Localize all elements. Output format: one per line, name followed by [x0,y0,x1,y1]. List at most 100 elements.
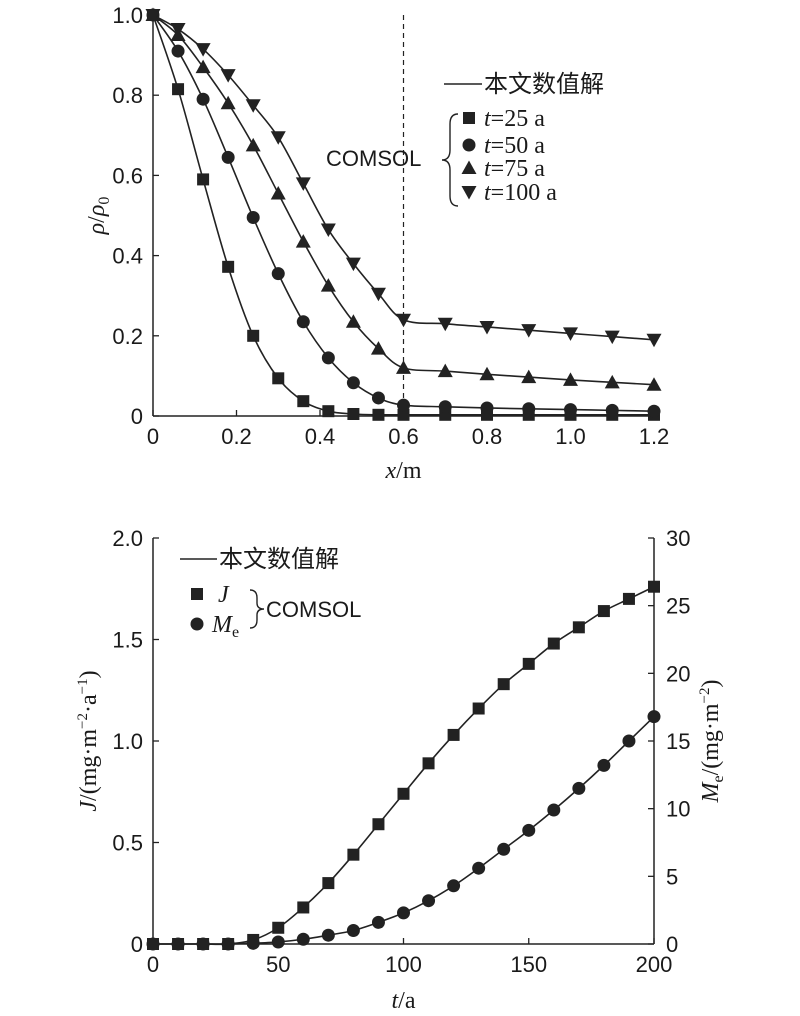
legend-marker-t-50-a [462,138,476,152]
chart-2-data-point [647,710,661,724]
chart-2-data-point [447,728,460,741]
legend-marker-me [190,617,204,631]
legend-group-label: COMSOL [326,146,421,171]
chart-1-y-tick-label: 0.6 [112,163,143,188]
chart-1-y-tick-label: 0.8 [112,83,143,108]
chart-1-data-point [272,372,285,385]
chart-1-data-point [320,278,336,292]
chart-2-data-point [246,936,260,950]
chart-1-data-point [271,267,285,281]
legend-entry-t-50-a: t=50 a [484,133,545,159]
chart-1: 0 0.2 0.4 0.6 0.8 1.0 1.2 0 0.2 0.4 0.6 0.8 1.0 x/m ρ/… [84,3,669,484]
chart-1-data-point [371,391,385,405]
chart-1-data-point [646,333,662,348]
legend-entry-t-75-a: t=75 a [484,156,545,182]
chart-2-data-point [572,781,586,795]
chart-2-data-point [296,932,310,946]
chart-1-data-point [345,314,361,328]
chart-1-data-point [370,341,386,355]
chart-1-data-point [437,317,453,332]
chart-1-data-point [221,150,235,164]
chart-1-data-point [397,398,410,412]
chart-1-data-point [195,59,211,74]
chart-1-y-tick-label: 0 [131,404,143,429]
chart-1-data-point [521,324,537,338]
chart-1-data-point [521,369,537,384]
chart-1-data-point [295,177,311,191]
chart-1-x-tick-label: 0.4 [305,424,336,449]
chart-2-data-point [547,803,561,817]
chart-2-data-point [547,637,560,650]
chart-2-data-point [196,937,210,951]
chart-1-data-point [222,260,235,273]
chart-2-y2-tick-label: 20 [666,661,690,686]
chart-1-data-point [220,95,236,110]
chart-2-data-point [597,605,610,618]
legend-line-label: 本文数值解 [219,545,339,573]
chart-1-data-point [479,320,495,335]
chart-1-data-point [563,327,578,341]
chart-1-y-tick-label: 0.4 [112,244,143,269]
chart-2-data-point [648,580,660,593]
chart-2-x-tick-label: 150 [510,952,547,977]
chart-2: 0 50 100 150 20000.51.01.52.0051015202530t/a… [75,526,727,1014]
chart-1-data-point [296,315,310,329]
legend-line-label: 本文数值解 [484,70,604,98]
legend-brace [249,589,265,629]
chart-2-data-point [346,923,360,937]
chart-2-x-tick-label: 50 [266,952,290,977]
chart-1-y-axis-title: ρ/ρ0 [84,197,113,236]
chart-1-data-point [480,401,494,415]
chart-1-data-point [479,366,495,381]
chart-1-data-point [297,395,310,408]
chart-1-data-point [295,234,311,248]
chart-1-data-point [604,330,620,345]
chart-2-y2-axis-title: Me/(mg·m−2) [697,679,727,803]
chart-2-y2-tick-label: 30 [666,526,690,551]
chart-1-data-point [197,173,210,186]
legend-marker-t-25-a [463,112,475,124]
chart-1-data-point [172,83,185,96]
chart-1-y-tick-label: 0.2 [112,324,143,349]
chart-1-data-point [246,211,260,225]
chart-1-data-point [646,377,662,391]
chart-2-data-point [322,877,335,890]
chart-2-data-point [397,906,410,920]
chart-2-data-point [372,818,385,831]
chart-1-data-point [604,374,620,389]
chart-2-y-tick-label: 2.0 [112,526,143,551]
chart-2-x-tick-label: 200 [636,952,673,977]
chart-2-y2-tick-label: 15 [666,729,690,754]
legend-marker-t-100-a [461,186,477,200]
chart-1-series-line [152,14,654,416]
chart-2-y-axis-title: J/(mg·m−2·a−1) [75,670,102,811]
chart-2-series-line [153,586,655,946]
chart-2-data-point [297,901,310,914]
chart-1-data-point [171,44,185,58]
chart-1-x-tick-label: 1.2 [639,424,670,449]
chart-2-y2-tick-label: 10 [666,797,690,822]
chart-1-data-point [247,329,260,342]
chart-2-y-tick-label: 0 [131,932,143,957]
chart-1-data-point [345,257,361,272]
chart-2-x-tick-label: 0 [147,952,159,977]
chart-2-data-point [271,935,285,949]
chart-1-data-point [196,92,210,106]
chart-2-data-point [447,879,461,893]
chart-1-data-point [320,223,336,238]
legend-group-label: COMSOL [266,597,361,622]
chart-1-data-point [396,360,411,374]
chart-2-y2-tick-label: 25 [666,594,690,619]
chart-1-data-point [372,408,385,421]
chart-2-data-point [146,937,160,951]
chart-1-x-tick-label: 0.8 [472,424,503,449]
legend-marker-j [191,588,203,600]
chart-1-data-point [170,23,186,37]
chart-2-data-point [522,823,536,837]
chart-1-data-point [438,400,452,414]
chart-2-y-tick-label: 1.5 [112,628,143,653]
chart-2-y-tick-label: 0.5 [112,831,143,856]
chart-1-data-point [564,403,577,417]
chart-1-data-point [245,137,261,152]
chart-1-x-tick-label: 0 [147,424,159,449]
